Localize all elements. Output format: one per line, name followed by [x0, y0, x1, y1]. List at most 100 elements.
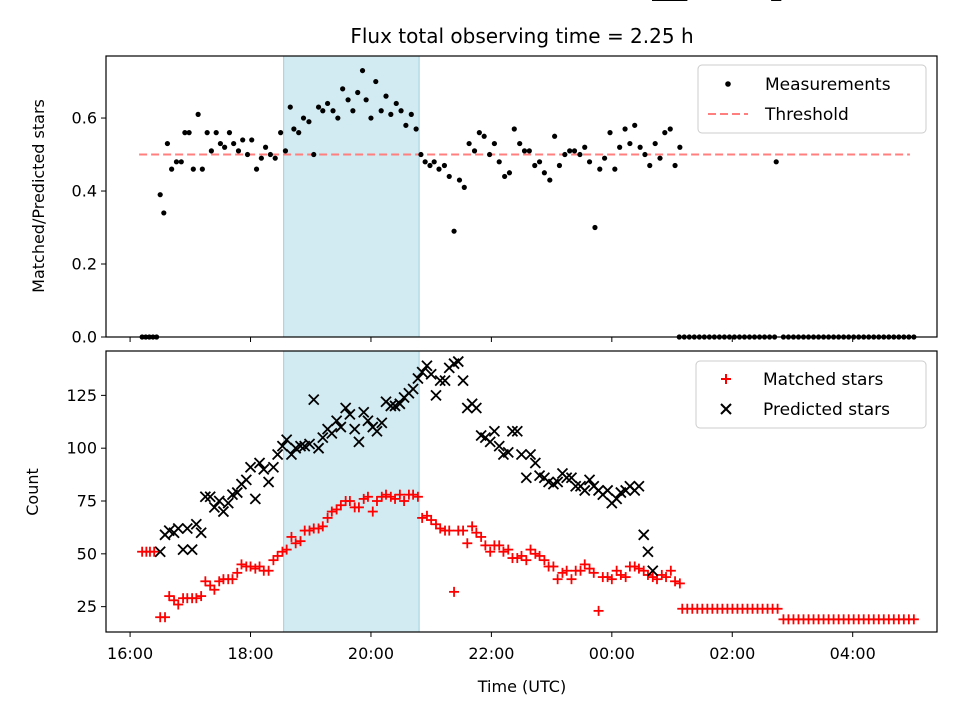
- legend-threshold-label: Threshold: [764, 105, 849, 125]
- matched-star-point: [670, 576, 681, 587]
- measurement-point: [204, 130, 210, 136]
- top-y-axis-label: Matched/Predicted stars: [29, 99, 48, 293]
- predicted-star-point: [271, 448, 284, 461]
- measurement-point: [502, 173, 508, 180]
- matched-star-point: [263, 565, 274, 576]
- predicted-star-point: [222, 497, 234, 509]
- measurement-point: [208, 148, 214, 154]
- predicted-star-point: [285, 448, 298, 461]
- matched-star-point: [209, 584, 220, 595]
- predicted-star-point: [529, 457, 541, 469]
- predicted-star-point: [611, 493, 623, 505]
- top-ytick-label: 0.4: [72, 182, 97, 201]
- measurement-point: [164, 140, 171, 147]
- predicted-star-point: [240, 474, 252, 486]
- measurement-point: [330, 108, 336, 114]
- matched-star-point: [633, 563, 644, 574]
- matched-star-point: [399, 496, 410, 507]
- predicted-star-point: [425, 368, 437, 380]
- predicted-star-point: [317, 431, 329, 444]
- matched-star-point: [552, 574, 563, 585]
- measurement-point: [199, 166, 205, 172]
- matched-star-point: [317, 521, 328, 532]
- measurement-point: [161, 210, 167, 216]
- measurement-point: [511, 126, 517, 132]
- predicted-star-point: [502, 446, 514, 459]
- measurement-point: [547, 177, 553, 183]
- measurement-point: [291, 126, 297, 132]
- measurement-point: [571, 148, 578, 154]
- matched-star-point: [344, 496, 355, 507]
- matched-star-point: [503, 544, 514, 555]
- predicted-star-point: [565, 472, 578, 484]
- matched-star-point: [160, 612, 171, 623]
- predicted-star-point: [249, 493, 261, 505]
- predicted-star-point: [213, 495, 225, 507]
- measurement-point: [521, 148, 528, 154]
- matched-star-point: [674, 578, 685, 589]
- bottom-xtick-label: 04:00: [830, 644, 876, 663]
- bottom-count-points: [137, 0, 919, 625]
- measurement-point: [431, 159, 437, 165]
- predicted-star-point: [470, 402, 482, 414]
- predicted-star-point: [217, 505, 230, 518]
- predicted-star-point: [172, 522, 184, 535]
- observing-window-shade: [283, 55, 420, 338]
- matched-star-point: [449, 586, 460, 597]
- bottom-ytick-label: 75: [77, 492, 97, 511]
- measurement-point: [213, 130, 219, 136]
- measurement-point: [173, 159, 180, 165]
- measurement-point: [418, 151, 424, 158]
- predicted-star-point: [583, 474, 596, 486]
- predicted-star-point: [231, 486, 243, 499]
- bottom-y-axis-label: Count: [23, 468, 42, 516]
- measurement-point: [226, 130, 233, 136]
- predicted-star-point: [452, 355, 464, 368]
- measurement-point: [244, 151, 251, 158]
- predicted-star-point: [506, 425, 519, 437]
- measurement-point: [249, 137, 255, 143]
- matched-star-point: [615, 569, 626, 580]
- measurement-point: [393, 100, 399, 107]
- matched-star-point: [173, 599, 184, 610]
- predicted-star-point: [633, 480, 645, 492]
- bottom-ytick-label: 125: [66, 386, 97, 405]
- measurement-point: [586, 159, 593, 165]
- predicted-star-point: [601, 484, 614, 497]
- matched-star-point: [381, 489, 392, 500]
- measurement-point: [556, 162, 563, 169]
- matched-star-point: [227, 574, 238, 585]
- measurement-point: [517, 140, 523, 147]
- matched-star-point: [196, 591, 207, 602]
- measurement-point: [496, 159, 502, 165]
- legend-matched-marker: [721, 374, 731, 384]
- matched-star-point: [480, 540, 491, 551]
- measurement-point: [315, 104, 322, 110]
- predicted-star-point: [195, 527, 207, 539]
- measurement-point: [577, 151, 583, 158]
- predicted-star-point: [262, 476, 275, 488]
- measurement-point: [345, 97, 351, 103]
- bottom-y-ticks: 25 50 75 100 125: [66, 386, 106, 616]
- top-panel: 0.0 0.2 0.4 0.6 Matched/Predicted stars Mea…: [29, 55, 938, 347]
- matched-star-point: [295, 536, 306, 547]
- predicted-star-point: [520, 472, 532, 484]
- matched-star-point: [290, 538, 301, 549]
- measurement-point: [506, 170, 513, 176]
- x-axis-label: Time (UTC): [477, 677, 566, 696]
- measurement-point: [567, 148, 573, 154]
- top-legend-box: [697, 64, 927, 134]
- measurement-point: [306, 119, 312, 125]
- predicted-star-point: [353, 436, 365, 448]
- matched-star-point: [566, 574, 577, 585]
- predicted-star-point: [258, 463, 270, 475]
- measurement-point: [300, 115, 307, 121]
- measurement-point: [647, 162, 653, 169]
- measurement-point: [355, 89, 361, 96]
- measurement-point: [481, 133, 487, 139]
- measurement-point: [451, 228, 457, 234]
- predicted-star-point: [244, 461, 257, 473]
- predicted-star-point: [484, 436, 496, 448]
- matched-star-point: [772, 603, 783, 614]
